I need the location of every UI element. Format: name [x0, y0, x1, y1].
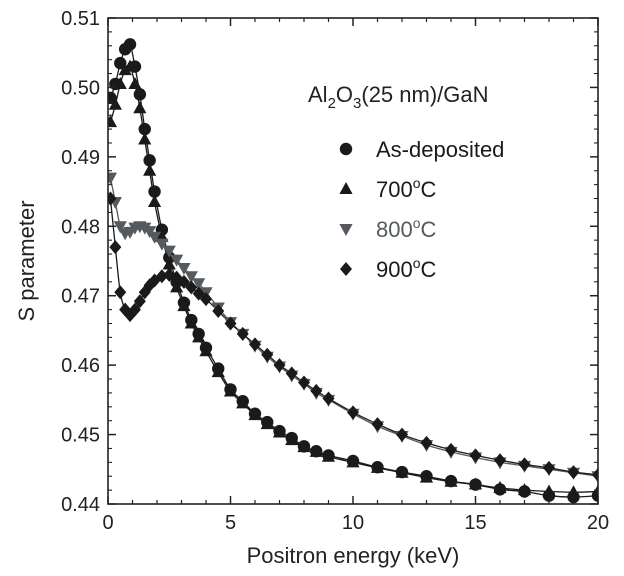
legend-label-value: 800: [376, 217, 413, 242]
y-tick-label: 0.47: [61, 286, 100, 308]
legend-label-degree: o: [413, 215, 421, 231]
legend-label-degree: o: [413, 255, 421, 271]
y-tick-labels: 0.44 0.45 0.46 0.47 0.48 0.49 0.50 0.51: [61, 8, 100, 516]
data-point-series-2: [567, 485, 580, 497]
x-tick-label: 5: [225, 512, 236, 534]
data-point-series-4: [421, 436, 433, 450]
data-point-series-2: [138, 133, 151, 145]
data-point-series-2: [133, 101, 146, 113]
data-point-series-4: [445, 443, 457, 457]
x-tick-label: 0: [102, 512, 113, 534]
legend-label-unit: C: [421, 217, 437, 242]
y-tick-label: 0.45: [61, 425, 100, 447]
data-point-series-4: [372, 417, 384, 431]
legend-marker-3: [339, 224, 352, 236]
legend-label-2: 700oC: [376, 175, 437, 202]
x-axis-title: Positron energy (keV): [247, 543, 460, 568]
x-tick-label: 10: [342, 512, 364, 534]
annotation-part-3: O: [336, 82, 353, 107]
data-point-series-4: [347, 405, 359, 419]
legend-label-4: 900oC: [376, 255, 437, 282]
y-tick-label: 0.49: [61, 147, 100, 169]
data-point-series-4: [470, 448, 482, 462]
data-point-series-4: [396, 428, 408, 442]
legend-marker-2: [339, 182, 352, 194]
annotation-part-5: (25 nm)/GaN: [361, 82, 488, 107]
y-tick-label: 0.46: [61, 355, 100, 377]
data-point-series-2: [143, 164, 156, 176]
fit-curve-series-3: [110, 178, 598, 477]
sample-annotation: Al2O3(25 nm)/GaN: [308, 82, 489, 112]
data-point-series-4: [114, 285, 126, 299]
legend-label-value: 700: [376, 177, 413, 202]
x-tick-labels: 0 5 10 15 20: [102, 512, 609, 534]
legend-label-unit: C: [421, 177, 437, 202]
data-point-series-1: [124, 38, 136, 50]
legend-marker-1: [340, 143, 352, 155]
data-point-series-4: [568, 465, 580, 479]
data-point-series-3: [104, 173, 117, 185]
y-tick-label: 0.48: [61, 216, 100, 238]
y-axis-title: S parameter: [14, 200, 39, 321]
data-point-series-1: [134, 88, 146, 100]
legend-label-value: 900: [376, 257, 413, 282]
legend-label-degree: o: [413, 175, 421, 191]
annotation-sub-3: 3: [353, 95, 361, 112]
data-point-series-2: [542, 485, 555, 497]
data-point-series-2: [104, 115, 117, 127]
annotation-sub-2: 2: [328, 95, 336, 112]
annotation-part-1: Al: [308, 82, 328, 107]
data-point-series-2: [128, 77, 141, 89]
x-tick-label: 15: [464, 512, 486, 534]
data-point-series-4: [323, 391, 335, 405]
y-tick-label: 0.51: [61, 8, 100, 30]
fit-curve-series-4: [110, 199, 598, 475]
data-point-series-4: [109, 240, 121, 254]
legend-label-unit: C: [421, 257, 437, 282]
legend-label-text: As-deposited: [376, 137, 504, 162]
legend-label-1: As-deposited: [376, 137, 504, 162]
legend-marker-4: [340, 262, 352, 276]
data-point-series-4: [543, 461, 555, 475]
data-point-series-2: [148, 195, 161, 207]
data-point-series-4: [519, 457, 531, 471]
legend-label-3: 800oC: [376, 215, 437, 242]
y-tick-label: 0.50: [61, 77, 100, 99]
y-tick-label: 0.44: [61, 494, 100, 516]
data-point-series-4: [494, 453, 506, 467]
x-tick-label: 20: [587, 512, 609, 534]
